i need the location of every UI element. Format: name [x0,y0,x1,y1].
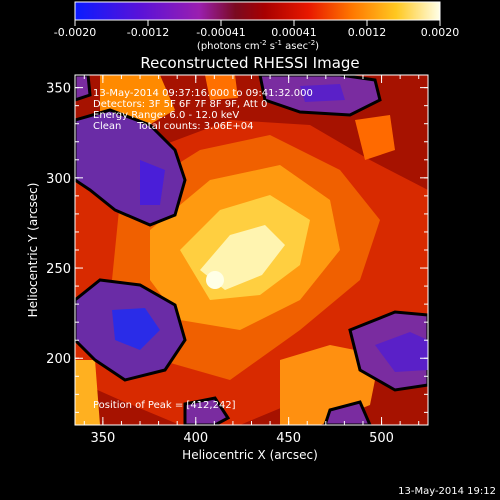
y-tick-label: 350 [46,82,71,97]
unit-mid-1: s [267,41,275,52]
colorbar-tick-label: 0.00041 [271,26,317,39]
unit-mid-2: asec [282,41,308,52]
colorbar-unit-label: (photons cm-2 s-1 asec-2) [197,39,319,52]
y-tick-label: 200 [46,352,71,367]
info-block: 13-May-2014 09:37:16.000 to 09:41:32.000… [93,88,313,132]
colorbar-tick-label: 0.0012 [348,26,387,39]
info-energy-range: Energy Range: 6.0 - 12.0 keV [93,110,239,121]
info-time-range: 13-May-2014 09:37:16.000 to 09:41:32.000 [93,88,313,99]
colorbar-tick-label: -0.00041 [196,26,245,39]
x-tick-label: 450 [276,431,301,446]
colorbar-tick-label: 0.0020 [421,26,460,39]
y-tick-labels: 200 250 300 350 [46,82,71,368]
chart-title: Reconstructed RHESSI Image [140,54,359,72]
y-tick-label: 250 [46,262,71,277]
x-axis: 350 400 450 500 Heliocentric X (arcsec) [83,75,420,462]
colorbar-gradient [74,1,441,21]
x-tick-label: 400 [183,431,208,446]
colorbar-tickmarks [74,20,441,26]
unit-exp-2: -1 [275,39,282,47]
y-axis: 200 250 300 350 Heliocentric Y (arcsec) [26,82,428,413]
unit-exp-1: -2 [260,39,267,47]
y-axis-label: Heliocentric Y (arcsec) [26,183,40,318]
y-tick-label: 300 [46,172,71,187]
info-clean-counts: Clean Total counts: 3.06E+04 [93,121,253,132]
unit-suffix: ) [315,41,319,52]
heatmap-image [75,75,428,425]
peak-position-label: Position of Peak = [412,242] [93,400,236,411]
colorbar-tick-label: -0.0012 [127,26,169,39]
y-tick-marks [75,87,428,413]
x-axis-label: Heliocentric X (arcsec) [182,448,318,462]
x-tick-label: 500 [369,431,394,446]
colorbar-tick-label: -0.0020 [54,26,96,39]
x-tick-label: 350 [90,431,115,446]
colorbar: -0.0020 -0.0012 -0.00041 0.00041 0.0012 … [54,1,460,52]
x-tick-labels: 350 400 450 500 [90,431,394,446]
unit-exp-3: -2 [308,39,315,47]
unit-prefix: (photons cm [197,41,260,52]
footer-timestamp: 13-May-2014 19:12 [398,486,496,497]
info-detectors: Detectors: 3F 5F 6F 7F 8F 9F, Att 0 [93,99,267,110]
x-tick-marks [83,75,420,425]
